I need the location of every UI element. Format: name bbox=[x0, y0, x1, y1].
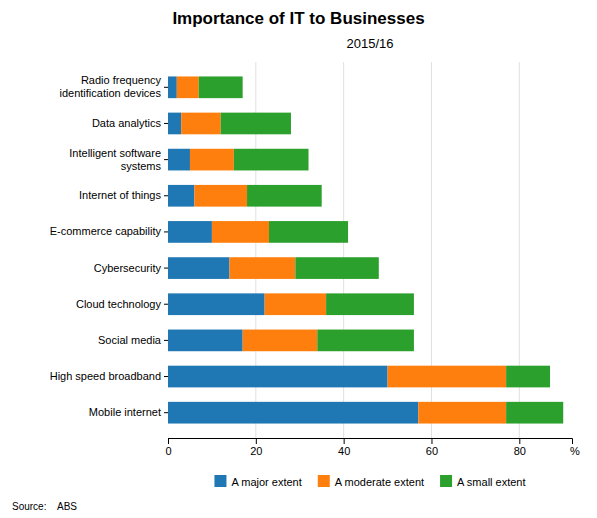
legend-swatch bbox=[318, 475, 330, 487]
y-tick: Data analytics bbox=[92, 117, 168, 129]
y-tick: Cybersecurity bbox=[94, 262, 168, 274]
bar bbox=[168, 330, 243, 352]
x-axis-label: % bbox=[570, 445, 580, 457]
bar bbox=[168, 185, 194, 207]
bar bbox=[168, 257, 229, 279]
bar bbox=[265, 293, 326, 315]
x-tick: 40 bbox=[338, 438, 350, 457]
bar bbox=[317, 330, 414, 352]
legend-swatch bbox=[440, 475, 452, 487]
y-tick: High speed broadband bbox=[50, 370, 168, 382]
bar bbox=[212, 221, 269, 243]
y-tick-label: E-commerce capability bbox=[50, 225, 162, 237]
y-tick-label: Cybersecurity bbox=[94, 262, 162, 274]
bar bbox=[168, 366, 388, 388]
bar bbox=[295, 257, 378, 279]
y-tick-mark bbox=[164, 159, 168, 160]
y-tick-mark bbox=[164, 123, 168, 124]
bar bbox=[418, 402, 506, 424]
x-tick-label: 40 bbox=[338, 445, 350, 457]
bar bbox=[177, 76, 199, 98]
x-tick-mark bbox=[168, 438, 169, 444]
legend-item: A moderate extent bbox=[318, 475, 424, 488]
bar bbox=[229, 257, 295, 279]
bar bbox=[168, 113, 181, 135]
subtitle: 2015/16 bbox=[347, 36, 394, 51]
x-tick-label: 0 bbox=[165, 445, 171, 457]
bar bbox=[168, 293, 265, 315]
y-tick-label: Data analytics bbox=[92, 117, 162, 129]
legend-item: A small extent bbox=[440, 475, 525, 488]
y-tick-mark bbox=[164, 87, 168, 88]
y-tick-mark bbox=[164, 340, 168, 341]
y-tick-mark bbox=[164, 304, 168, 305]
title: Importance of IT to Businesses bbox=[172, 9, 424, 28]
y-tick-label: Intelligent softwaresystems bbox=[69, 147, 161, 172]
y-tick-label: Internet of things bbox=[79, 189, 161, 201]
legend-label: A moderate extent bbox=[335, 476, 424, 488]
x-tick: 80 bbox=[514, 438, 526, 457]
y-tick-label: Mobile internet bbox=[89, 406, 161, 418]
x-tick-mark bbox=[344, 438, 345, 444]
bar bbox=[247, 185, 322, 207]
bar bbox=[234, 149, 309, 171]
y-tick: Internet of things bbox=[79, 189, 168, 201]
y-tick: E-commerce capability bbox=[50, 225, 168, 237]
bar bbox=[190, 149, 234, 171]
x-tick: 0 bbox=[165, 438, 171, 457]
bar bbox=[194, 185, 247, 207]
y-tick: Cloud technology bbox=[76, 298, 168, 310]
bars bbox=[168, 76, 563, 423]
legend-item: A major extent bbox=[214, 475, 301, 488]
x-tick-label: 80 bbox=[514, 445, 526, 457]
y-tick-label: High speed broadband bbox=[50, 370, 161, 382]
bar bbox=[388, 366, 507, 388]
x-tick-label: 20 bbox=[250, 445, 262, 457]
bar bbox=[506, 366, 550, 388]
y-tick-mark bbox=[164, 412, 168, 413]
y-tick: Social media bbox=[98, 334, 168, 346]
y-tick-mark bbox=[164, 376, 168, 377]
plot: 2015/16 0 20 40 60 80% Mobile internet High spe… bbox=[50, 36, 580, 457]
series bbox=[199, 76, 563, 423]
series bbox=[168, 76, 418, 423]
bar bbox=[181, 113, 221, 135]
y-tick-mark bbox=[164, 268, 168, 269]
legend: A major extent A moderate extent A small e… bbox=[214, 475, 525, 488]
y-tick-mark bbox=[164, 231, 168, 232]
bar bbox=[243, 330, 318, 352]
x-tick-mark bbox=[431, 438, 432, 444]
x-tick: 20 bbox=[250, 438, 262, 457]
y-axis: Mobile internet High speed broadband Socia… bbox=[50, 74, 168, 418]
source: Source: ABS bbox=[12, 501, 77, 512]
chart: Importance of IT to Businesses2015/16020… bbox=[0, 0, 597, 518]
x-tick-mark bbox=[519, 438, 520, 444]
legend-label: A small extent bbox=[457, 476, 525, 488]
bar bbox=[269, 221, 348, 243]
y-tick-mark bbox=[164, 195, 168, 196]
y-tick-label: Radio frequencyidentification devices bbox=[59, 74, 161, 99]
bar bbox=[168, 76, 177, 98]
bar bbox=[168, 402, 418, 424]
y-tick-label: Social media bbox=[98, 334, 162, 346]
bar bbox=[168, 149, 190, 171]
y-tick: Radio frequencyidentification devices bbox=[59, 74, 168, 99]
bar bbox=[221, 113, 291, 135]
bar bbox=[168, 221, 212, 243]
bar bbox=[326, 293, 414, 315]
y-tick-label: Cloud technology bbox=[76, 298, 162, 310]
x-tick-label: 60 bbox=[426, 445, 438, 457]
x-tick: 60 bbox=[426, 438, 438, 457]
series bbox=[177, 76, 506, 423]
x-axis-line bbox=[169, 439, 573, 445]
legend-swatch bbox=[214, 475, 226, 487]
bar bbox=[506, 402, 563, 424]
y-tick: Mobile internet bbox=[89, 406, 168, 418]
bar bbox=[199, 76, 243, 98]
x-tick-mark bbox=[256, 438, 257, 444]
legend-label: A major extent bbox=[231, 476, 301, 488]
y-tick: Intelligent softwaresystems bbox=[69, 147, 168, 172]
x-axis: 0 20 40 60 80 bbox=[165, 438, 572, 457]
